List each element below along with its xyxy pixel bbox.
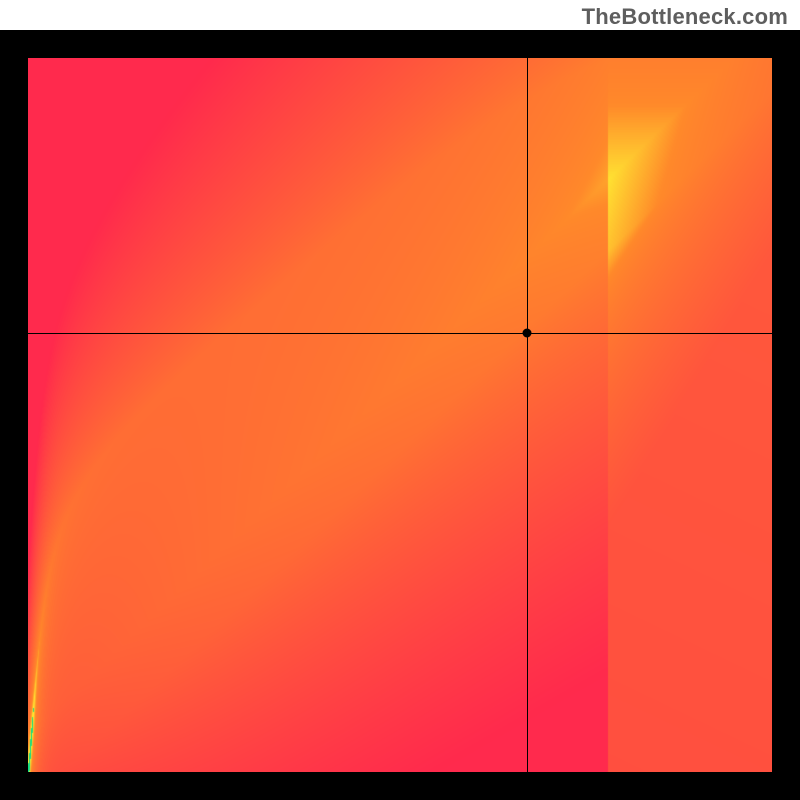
watermark-text: TheBottleneck.com — [582, 4, 788, 30]
heatmap-canvas — [28, 58, 772, 772]
chart-container: TheBottleneck.com — [0, 0, 800, 800]
plot-area — [28, 58, 772, 772]
crosshair-marker — [523, 328, 532, 337]
crosshair-horizontal — [28, 333, 772, 334]
chart-frame — [0, 30, 800, 800]
crosshair-vertical — [527, 58, 528, 772]
